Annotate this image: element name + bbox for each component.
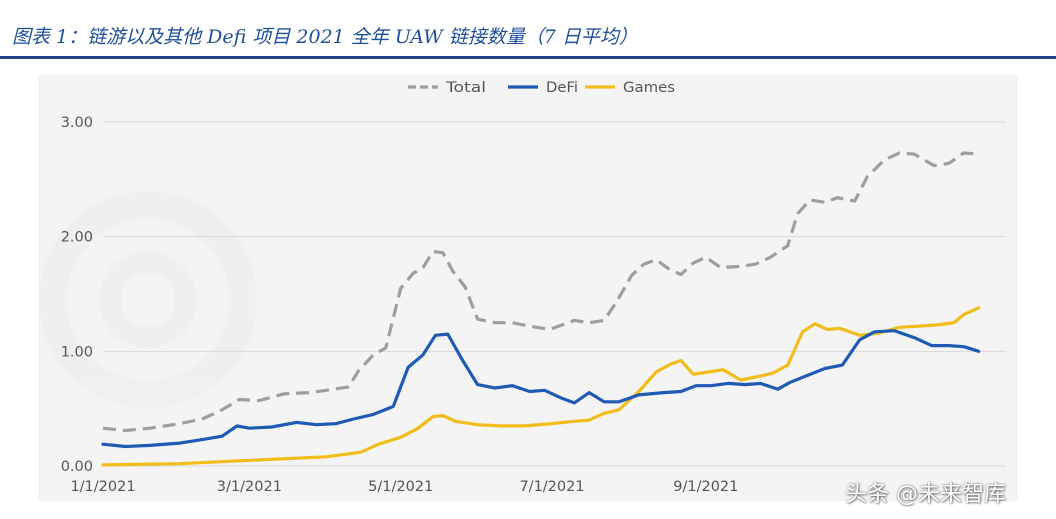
series-lines	[101, 151, 981, 467]
caption-divider	[0, 56, 1056, 59]
legend-label-games: Games	[623, 80, 675, 96]
x-tick-label: 5/1/2021	[368, 479, 433, 495]
watermark-logo-icon	[39, 191, 257, 409]
legend-label-total: Total	[445, 80, 486, 96]
grid-lines	[103, 121, 1006, 467]
x-tick-label: 1/1/2021	[70, 479, 135, 495]
y-axis: 0.00 1.00 2.00 3.00	[61, 115, 93, 475]
line-chart: 0.00 1.00 2.00 3.00 1/1/2021 3/1/2021 5/1/202…	[39, 80, 1006, 495]
x-tick-label: 7/1/2021	[519, 479, 584, 495]
legend-label-defi: DeFi	[546, 80, 578, 96]
y-tick-label: 1.00	[61, 344, 93, 360]
figure-caption: 图表 1：链游以及其他 Defi 项目 2021 全年 UAW 链接数量（7 日…	[12, 26, 638, 48]
legend: Total DeFi Games	[408, 80, 675, 96]
series-line-total	[102, 151, 979, 433]
source-watermark: 头条 @未来智库	[845, 482, 1006, 507]
series-line-games	[101, 306, 981, 467]
x-tick-label: 3/1/2021	[217, 479, 282, 495]
y-tick-label: 3.00	[61, 115, 93, 131]
series-line-defi	[101, 329, 981, 449]
y-tick-label: 0.00	[61, 459, 93, 475]
chart-panel: 0.00 1.00 2.00 3.00 1/1/2021 3/1/2021 5/1/202…	[38, 75, 1018, 501]
x-axis: 1/1/2021 3/1/2021 5/1/2021 7/1/2021 9/1/2021	[70, 479, 738, 495]
y-tick-label: 2.00	[61, 230, 93, 246]
x-tick-label: 9/1/2021	[673, 479, 738, 495]
